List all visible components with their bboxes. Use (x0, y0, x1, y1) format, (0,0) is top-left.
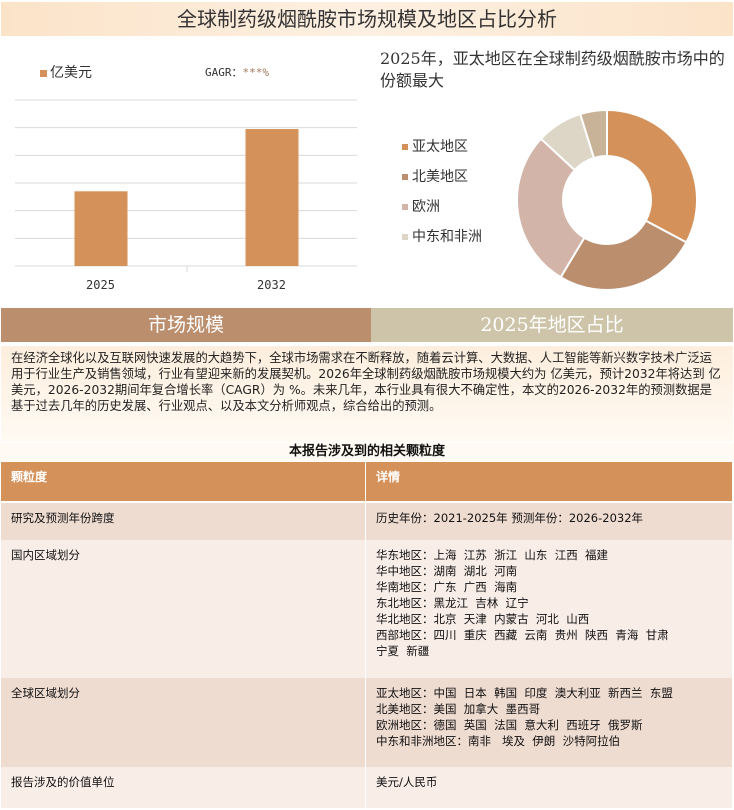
legend-swatch (402, 234, 408, 240)
detail-line: 美元/人民币 (376, 775, 438, 789)
table-row: 研究及预测年份跨度 历史年份：2021-2025年 预测年份：2026-2032年 (1, 503, 733, 540)
detail-line: 华中地区：湖南 湖北 河南 (376, 564, 518, 578)
donut-slice-欧洲 (516, 137, 586, 279)
bar-2032 (245, 129, 299, 266)
legend-swatch (40, 70, 47, 77)
header-details: 详情 (366, 462, 733, 501)
pie-legend-item: 欧洲 (402, 198, 482, 216)
table-row: 报告涉及的价值单位 美元/人民币 (1, 767, 733, 808)
detail-line: 欧洲地区：德国 英国 法国 意大利 西班牙 俄罗斯 (376, 718, 643, 732)
summary-paragraph: 在经济全球化以及互联网快速发展的大趋势下，全球市场需求在不断释放，随着云计算、大… (1, 346, 733, 442)
row-details: 美元/人民币 (366, 767, 733, 808)
detail-line: 中东和非洲地区：南非 埃及 伊朗 沙特阿拉伯 (376, 734, 621, 748)
bar-legend: 亿美元 (40, 62, 92, 82)
row-label: 报告涉及的价值单位 (1, 767, 366, 808)
bar-chart: 2025 2032 (15, 99, 357, 292)
donut-slice-北美地区 (559, 219, 688, 291)
header-granularity: 颗粒度 (1, 462, 366, 501)
pie-title: 2025年，亚太地区在全球制药级烟酰胺市场中的份额最大 (380, 49, 725, 90)
cagr-text: GAGR： (205, 66, 243, 79)
detail-line: 华北地区：北京 天津 内蒙古 河北 山西 (376, 612, 590, 626)
pie-legend-item: 亚太地区 (402, 138, 482, 156)
donut-chart (516, 108, 698, 291)
detail-line: 西部地区：四川 重庆 西藏 云南 贵州 陕西 青海 甘肃 (376, 628, 669, 642)
page-title: 全球制药级烟酰胺市场规模及地区占比分析 (1, 2, 733, 36)
row-label: 全球区域划分 (1, 678, 366, 767)
detail-line: 亚太地区：中国 日本 韩国 印度 澳大利亚 新西兰 东盟 (376, 686, 673, 700)
legend-swatch (402, 144, 408, 150)
detail-line: 华东地区：上海 江苏 浙江 山东 江西 福建 (376, 548, 609, 562)
table-row: 全球区域划分 亚太地区：中国 日本 韩国 印度 澳大利亚 新西兰 东盟 北美地区：美… (1, 678, 733, 767)
cagr-value: ***% (242, 66, 270, 79)
row-label: 国内区域划分 (1, 540, 366, 678)
legend-label: 亿美元 (50, 65, 92, 81)
table-header: 颗粒度 详情 (1, 462, 733, 501)
detail-line: 北美地区：美国 加拿大 墨西哥 (376, 702, 541, 716)
donut-slice-other (579, 108, 608, 160)
x-tick-label: 2025 (86, 278, 115, 292)
detail-line: 东北地区：黑龙江 吉林 辽宁 (376, 596, 529, 610)
legend-label: 亚太地区 (412, 139, 468, 155)
bar-2025 (74, 191, 128, 266)
detail-line: 宁夏 新疆 (376, 644, 430, 658)
section-market-size: 市场规模 (1, 308, 371, 342)
table-row: 国内区域划分 华东地区：上海 江苏 浙江 山东 江西 福建 华中地区：湖南 湖北 河… (1, 540, 733, 678)
legend-swatch (402, 174, 408, 180)
row-details: 华东地区：上海 江苏 浙江 山东 江西 福建 华中地区：湖南 湖北 河南 华南地区：… (366, 540, 733, 678)
section-region-share: 2025年地区占比 (371, 308, 733, 342)
legend-swatch (402, 204, 408, 210)
x-tick-label: 2032 (257, 278, 286, 292)
cagr-label: GAGR：***% (205, 64, 269, 80)
legend-label: 中东和非洲 (412, 229, 482, 245)
row-details: 亚太地区：中国 日本 韩国 印度 澳大利亚 新西兰 东盟 北美地区：美国 加拿大 … (366, 678, 733, 767)
row-label: 研究及预测年份跨度 (1, 503, 366, 540)
legend-label: 欧洲 (412, 199, 440, 215)
legend-label: 北美地区 (412, 169, 468, 185)
table-title: 本报告涉及到的相关颗粒度 (0, 443, 734, 461)
detail-line: 华南地区：广东 广西 海南 (376, 580, 518, 594)
detail-line: 历史年份：2021-2025年 预测年份：2026-2032年 (376, 511, 644, 525)
donut-slice-亚太地区 (606, 108, 698, 244)
pie-legend-item: 北美地区 (402, 168, 482, 186)
pie-legend-item: 中东和非洲 (402, 228, 482, 246)
row-details: 历史年份：2021-2025年 预测年份：2026-2032年 (366, 503, 733, 540)
